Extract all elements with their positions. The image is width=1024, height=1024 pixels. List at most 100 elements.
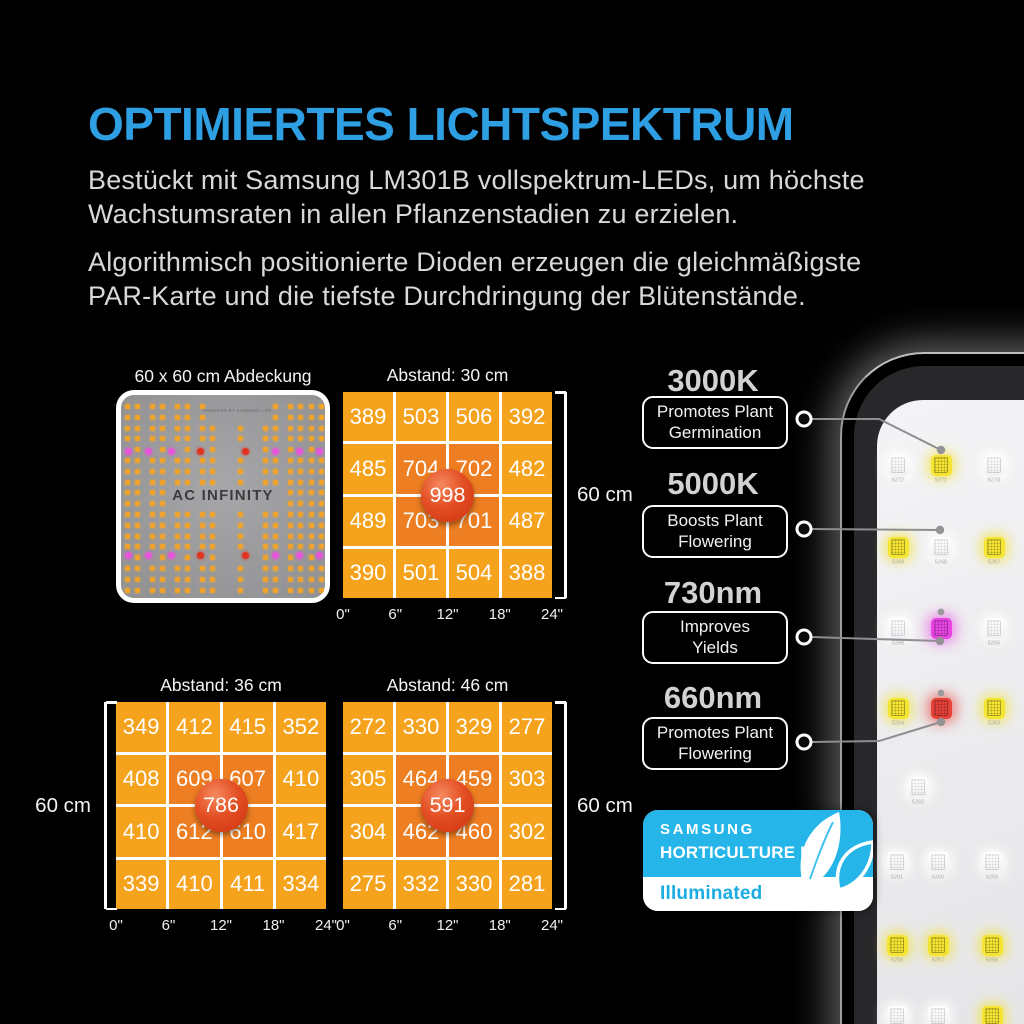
panel-led-dot <box>273 587 278 593</box>
panel-led-dot <box>135 447 140 453</box>
panel-led-dot <box>263 566 268 571</box>
panel-led-dot <box>238 468 243 474</box>
panel-led-dot <box>185 414 190 420</box>
panel-led-dot <box>309 522 314 528</box>
illuminated-label: Illuminated <box>660 883 763 904</box>
panel-red-diode <box>197 552 204 559</box>
panel-led-dot <box>150 414 155 420</box>
panel-led-dot <box>263 576 268 582</box>
fixture-diode-white <box>887 454 909 476</box>
diode-label: 5272 <box>891 477 905 483</box>
panel-led-dot <box>238 566 243 571</box>
diode-chip <box>890 854 904 870</box>
panel-led-dot <box>273 468 278 474</box>
panel-pink-diode <box>145 448 152 455</box>
par-cell: 506 <box>449 392 499 442</box>
panel-led-dot <box>210 436 215 442</box>
panel-led-dot <box>175 404 180 409</box>
panel-led-dot <box>309 436 314 442</box>
par-cell: 503 <box>396 392 446 442</box>
connector-ring-660nm <box>795 733 813 751</box>
par-cell: 410 <box>169 859 220 909</box>
panel-led-dot <box>263 533 268 539</box>
panel-led-dot <box>200 533 205 539</box>
panel-led-dot <box>319 587 324 593</box>
diode-label: 5258 <box>890 957 904 963</box>
par-cell: 410 <box>275 754 326 804</box>
par-cell: 277 <box>502 702 552 752</box>
callout-heading-660nm: 660nm <box>663 680 763 715</box>
fixture-diode-white <box>927 851 949 873</box>
brand-label: AC INFINITY <box>172 487 274 504</box>
panel-led-dot <box>160 404 165 409</box>
intro-paragraph-1: Bestückt mit Samsung LM301B vollspektrum… <box>88 165 865 229</box>
panel-led-dot <box>175 479 180 485</box>
par-cell: 302 <box>502 807 552 857</box>
panel-led-dot <box>288 425 293 431</box>
panel-pink-diode <box>316 448 323 455</box>
par-cell: 392 <box>502 392 552 442</box>
panel-pink-diode <box>272 448 279 455</box>
panel-led-dot <box>135 587 140 593</box>
x-axis-tick: 12" <box>436 917 459 934</box>
panel-led-dot <box>210 447 215 453</box>
panel-led-dot <box>273 522 278 528</box>
diode-label: 5270 <box>987 477 1001 483</box>
connector-ring-730nm <box>795 628 813 646</box>
panel-led-dot <box>263 512 268 517</box>
panel-led-dot <box>263 479 268 485</box>
panel-led-dot <box>309 533 314 539</box>
diode-label: 5260 <box>931 874 945 880</box>
diode-label: 5261 <box>890 874 904 880</box>
par-cell: 408 <box>116 754 167 804</box>
diode-chip <box>891 700 905 716</box>
par-cell: 329 <box>449 702 499 752</box>
panel-led-dot <box>288 479 293 485</box>
panel-led-dot <box>309 501 314 507</box>
panel-led-dot <box>135 479 140 485</box>
panel-led-dot <box>185 479 190 485</box>
panel-led-dot <box>298 522 303 528</box>
panel-pink-diode <box>296 552 303 559</box>
panel-led-dot <box>263 436 268 442</box>
diode-chip <box>985 854 999 870</box>
par-cell: 339 <box>116 859 167 909</box>
panel-led-dot <box>135 555 140 561</box>
panel-led-dot <box>125 544 130 550</box>
panel-red-diode <box>242 448 249 455</box>
panel-led-dot <box>263 468 268 474</box>
par-cell: 275 <box>343 859 393 909</box>
fixture-diode-white <box>886 1005 908 1024</box>
par-cell: 303 <box>502 754 552 804</box>
panel-led-dot <box>319 404 324 409</box>
panel-led-dot <box>238 425 243 431</box>
panel-led-dot <box>319 533 324 539</box>
panel-led-dot <box>175 436 180 442</box>
par-cell: 281 <box>502 859 552 909</box>
dimension-bracket-tick <box>555 907 566 910</box>
callout-box-730nm: Improves Yields <box>642 611 788 664</box>
panel-led-dot <box>135 414 140 420</box>
par-cell: 272 <box>343 702 393 752</box>
x-axis-tick: 18" <box>488 917 511 934</box>
panel-led-dot <box>185 522 190 528</box>
x-axis-tick: 24" <box>540 606 563 623</box>
panel-led-dot <box>319 490 324 496</box>
panel-led-dot <box>185 458 190 463</box>
panel-led-dot <box>319 458 324 463</box>
page-title: OPTIMIERTES LICHTSPEKTRUM <box>88 98 794 150</box>
panel-led-dot <box>125 587 130 593</box>
panel-led-dot <box>309 468 314 474</box>
panel-red-diode <box>242 552 249 559</box>
diode-chip <box>934 539 948 555</box>
panel-led-dot <box>210 555 215 561</box>
panel-led-dot <box>319 436 324 442</box>
panel-led-dot <box>135 533 140 539</box>
panel-led-dot <box>210 544 215 550</box>
panel-led-dot <box>185 447 190 453</box>
horticulture-led-label: HORTICULTURE LED <box>660 843 835 862</box>
diode-label: 5271 <box>934 477 948 483</box>
panel-led-dot <box>263 447 268 453</box>
panel-led-dot <box>273 404 278 409</box>
panel-led-dot <box>150 458 155 463</box>
